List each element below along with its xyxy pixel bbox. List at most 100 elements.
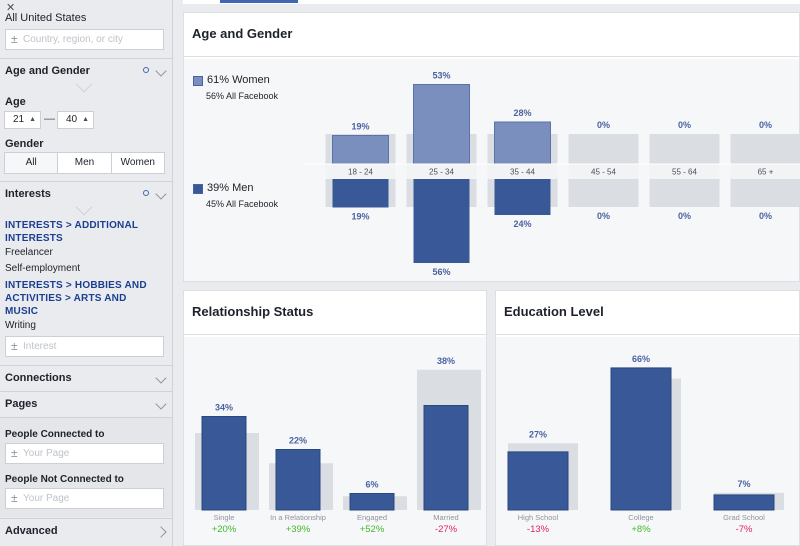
value-bar [610,367,672,511]
plus-minus-icon: ± [11,32,18,46]
location-placeholder: Country, region, or city [23,34,123,45]
women-data-label: 0% [678,120,691,130]
category-label: 65 + [758,168,774,177]
relationship-body: 34% Single +20% 22% In a Relationship +39% 6% E… [184,337,486,545]
category-strip [406,164,477,179]
age-max-value: 40 [66,114,78,125]
pages-section-title: Pages [5,398,38,410]
interest-category-link[interactable]: INTERESTS > ADDITIONAL INTERESTS [5,220,139,244]
change-label: +39% [286,524,311,535]
location-label: All United States [5,12,87,24]
location-input[interactable]: ± Country, region, or city [5,29,164,50]
category-strip [568,164,639,179]
interest-input[interactable]: ± Interest [5,336,164,357]
education-chart: 27% High School -13% 66% College +8% 7% Grad Sc… [507,354,784,535]
data-label: 6% [365,480,378,490]
people-not-connected-label: People Not Connected to [5,474,124,485]
men-legend-swatch [193,184,203,194]
chevron-up-icon[interactable] [155,188,167,200]
data-label: 27% [529,429,547,439]
active-filter-icon [143,190,149,196]
category-label: 18 - 24 [348,168,373,177]
category-label: 25 - 34 [429,168,454,177]
age-gender-title: Age and Gender [184,13,799,57]
close-icon[interactable]: ✕ [6,2,16,14]
category-label: College [628,513,653,522]
people-not-connected-input[interactable]: ± Your Page [5,488,164,509]
advanced-section-title: Advanced [5,525,58,537]
people-connected-input[interactable]: ± Your Page [5,443,164,464]
value-bar [349,493,395,511]
data-label: 22% [289,436,307,446]
gender-men-button[interactable]: Men [58,153,112,173]
data-label: 7% [737,479,750,489]
education-panel: Education Level 27% High School -13% 66% Col… [495,290,800,546]
baseline-bar [568,134,639,164]
category-label: Grad School [723,513,765,522]
men-data-label: 24% [513,219,531,229]
category-strip [487,164,558,179]
category-label: 55 - 64 [672,168,697,177]
interest-category-link[interactable]: INTERESTS > HOBBIES AND ACTIVITIES > ART… [5,280,147,317]
men-data-label: 56% [432,267,450,277]
plus-minus-icon: ± [11,491,18,505]
men-data-label: 0% [759,211,772,221]
interests-section-title: Interests [5,188,51,200]
gender-all-button[interactable]: All [5,153,59,173]
category-strip [325,164,396,179]
active-filter-icon [143,67,149,73]
men-bar [332,179,389,208]
gender-women-button[interactable]: Women [120,157,155,168]
chevron-up-icon[interactable] [155,398,167,410]
category-label: 45 - 54 [591,168,616,177]
connections-section-title: Connections [5,372,72,384]
interests-section-header[interactable]: Interests [0,181,172,207]
women-data-label: 0% [759,120,772,130]
men-legend-sublabel: 45% All Facebook [206,199,279,209]
active-tab-indicator[interactable] [220,0,298,3]
advanced-section-header[interactable]: Advanced [0,518,172,544]
category-label: Married [433,513,458,522]
stepper-icon: ▲ [29,116,36,123]
category-label: High School [518,513,559,522]
interest-item: Self-employment [5,263,81,274]
men-bar [413,179,470,263]
pages-section-header[interactable]: Pages [0,391,172,417]
tab-strip [183,0,800,4]
category-label: Single [214,513,235,522]
age-max-select[interactable]: 40 ▲ [57,111,94,129]
men-data-label: 0% [597,211,610,221]
men-bar [494,179,551,215]
women-data-label: 28% [513,108,531,118]
value-bar [507,451,569,511]
category-label: Engaged [357,513,387,522]
age-gender-section-title: Age and Gender [5,65,90,77]
baseline-bar [649,134,720,164]
chevron-down-icon[interactable] [155,372,167,384]
change-label: +8% [631,524,651,535]
women-data-label: 53% [432,71,450,81]
change-label: +52% [360,524,385,535]
category-strip [649,164,720,179]
age-gender-chart: 18 - 24 19% 19% 25 - 34 53% 56% 35 - 44 28% 24% 4… [304,71,800,277]
value-bar [201,416,247,511]
age-min-select[interactable]: 21 ▲ [4,111,41,129]
women-legend-label: 61% Women [207,74,270,86]
men-data-label: 19% [351,212,369,222]
people-not-connected-placeholder: Your Page [23,493,70,504]
data-label: 34% [215,403,233,413]
change-label: +20% [212,524,237,535]
chevron-up-icon[interactable] [155,65,167,77]
education-body: 27% High School -13% 66% College +8% 7% Grad Sc… [496,337,799,545]
baseline-bar [730,134,800,164]
chevron-right-icon[interactable] [155,526,167,538]
category-label: 35 - 44 [510,168,535,177]
baseline-bar [730,179,800,207]
relationship-title: Relationship Status [184,291,486,335]
women-data-label: 19% [351,122,369,132]
value-bar [423,405,469,511]
education-title: Education Level [496,291,799,335]
connections-section-header[interactable]: Connections [0,365,172,391]
age-gender-section-header[interactable]: Age and Gender [0,58,172,84]
plus-minus-icon: ± [11,446,18,460]
